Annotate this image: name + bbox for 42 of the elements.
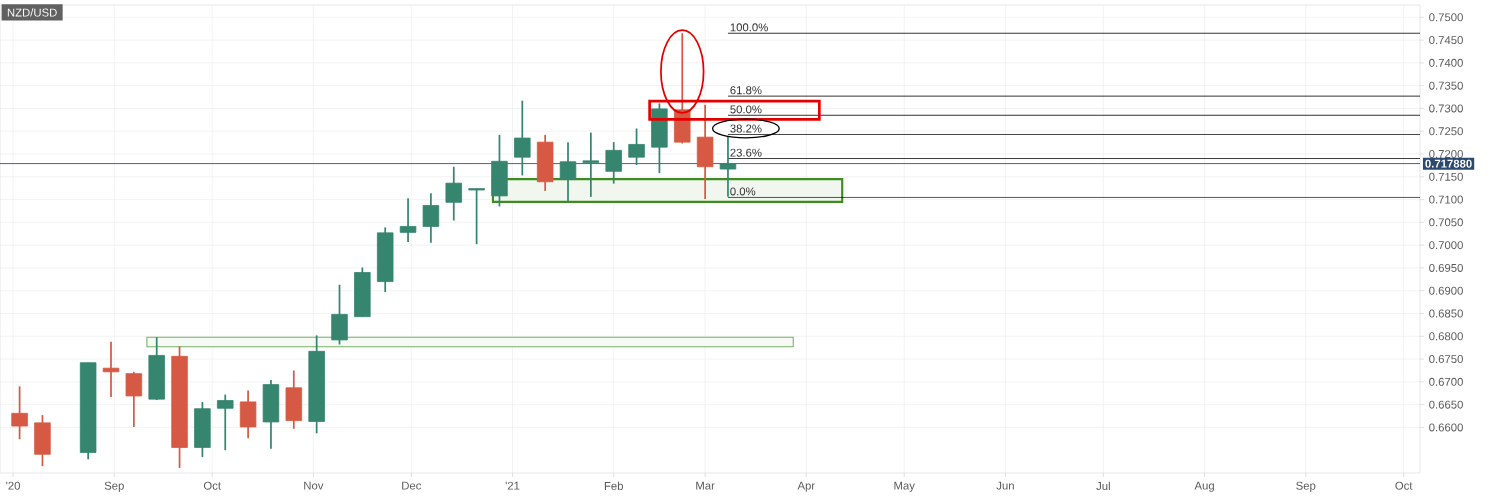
x-tick-label: Sep xyxy=(104,481,124,492)
y-tick-label: 0.7250 xyxy=(1429,127,1463,136)
x-tick-label: Oct xyxy=(203,481,221,490)
y-tick-label: 0.7150 xyxy=(1429,172,1463,181)
y-tick-label: 0.6650 xyxy=(1429,400,1463,409)
x-tick-label: '21 xyxy=(505,481,520,490)
y-tick-label: 0.6600 xyxy=(1429,423,1463,432)
x-tick-label: Oct xyxy=(1395,481,1413,490)
y-tick-label: 0.7450 xyxy=(1429,36,1463,45)
x-tick-label: Jul xyxy=(1096,481,1110,491)
y-tick-label: 0.7500 xyxy=(1429,13,1463,22)
annotation: 100.0% xyxy=(730,23,768,32)
x-tick-label: Jun xyxy=(996,481,1014,490)
y-tick-label: 0.6700 xyxy=(1429,377,1463,386)
y-tick-label: 0.6850 xyxy=(1429,309,1463,318)
x-tick-label: Aug xyxy=(1194,481,1214,492)
ref-line-label: 0.717880 xyxy=(1425,159,1472,168)
annotation: 0.0% xyxy=(730,187,756,196)
y-tick-label: 0.7300 xyxy=(1429,104,1463,113)
y-tick-label: 0.6800 xyxy=(1429,332,1463,341)
annotation: 38.2% xyxy=(730,124,762,133)
x-tick-label: Nov xyxy=(304,481,324,490)
y-tick-label: 0.6750 xyxy=(1429,355,1463,364)
y-tick-label: 0.7400 xyxy=(1429,58,1463,67)
chart-title: NZD/USD xyxy=(7,8,57,17)
y-tick-label: 0.7050 xyxy=(1429,218,1463,227)
y-tick-label: 0.7350 xyxy=(1429,81,1463,90)
annotation: 23.6% xyxy=(730,148,762,157)
x-tick-label: '20 xyxy=(6,481,21,490)
y-tick-label: 0.6950 xyxy=(1429,263,1463,272)
y-tick-label: 0.7200 xyxy=(1429,150,1463,158)
x-tick-label: Sep xyxy=(1296,481,1316,492)
x-tick-label: Mar xyxy=(696,481,715,490)
x-tick-label: Dec xyxy=(402,481,422,490)
y-tick-label: 0.7000 xyxy=(1429,241,1463,250)
annotation: 61.8% xyxy=(730,86,762,95)
x-tick-label: May xyxy=(894,481,915,492)
y-tick-label: 0.6900 xyxy=(1429,286,1463,295)
y-tick-label: 0.7100 xyxy=(1429,195,1463,204)
x-tick-label: Feb xyxy=(604,481,623,491)
annotation: 50.0% xyxy=(730,105,762,114)
x-tick-label: Apr xyxy=(797,481,815,492)
